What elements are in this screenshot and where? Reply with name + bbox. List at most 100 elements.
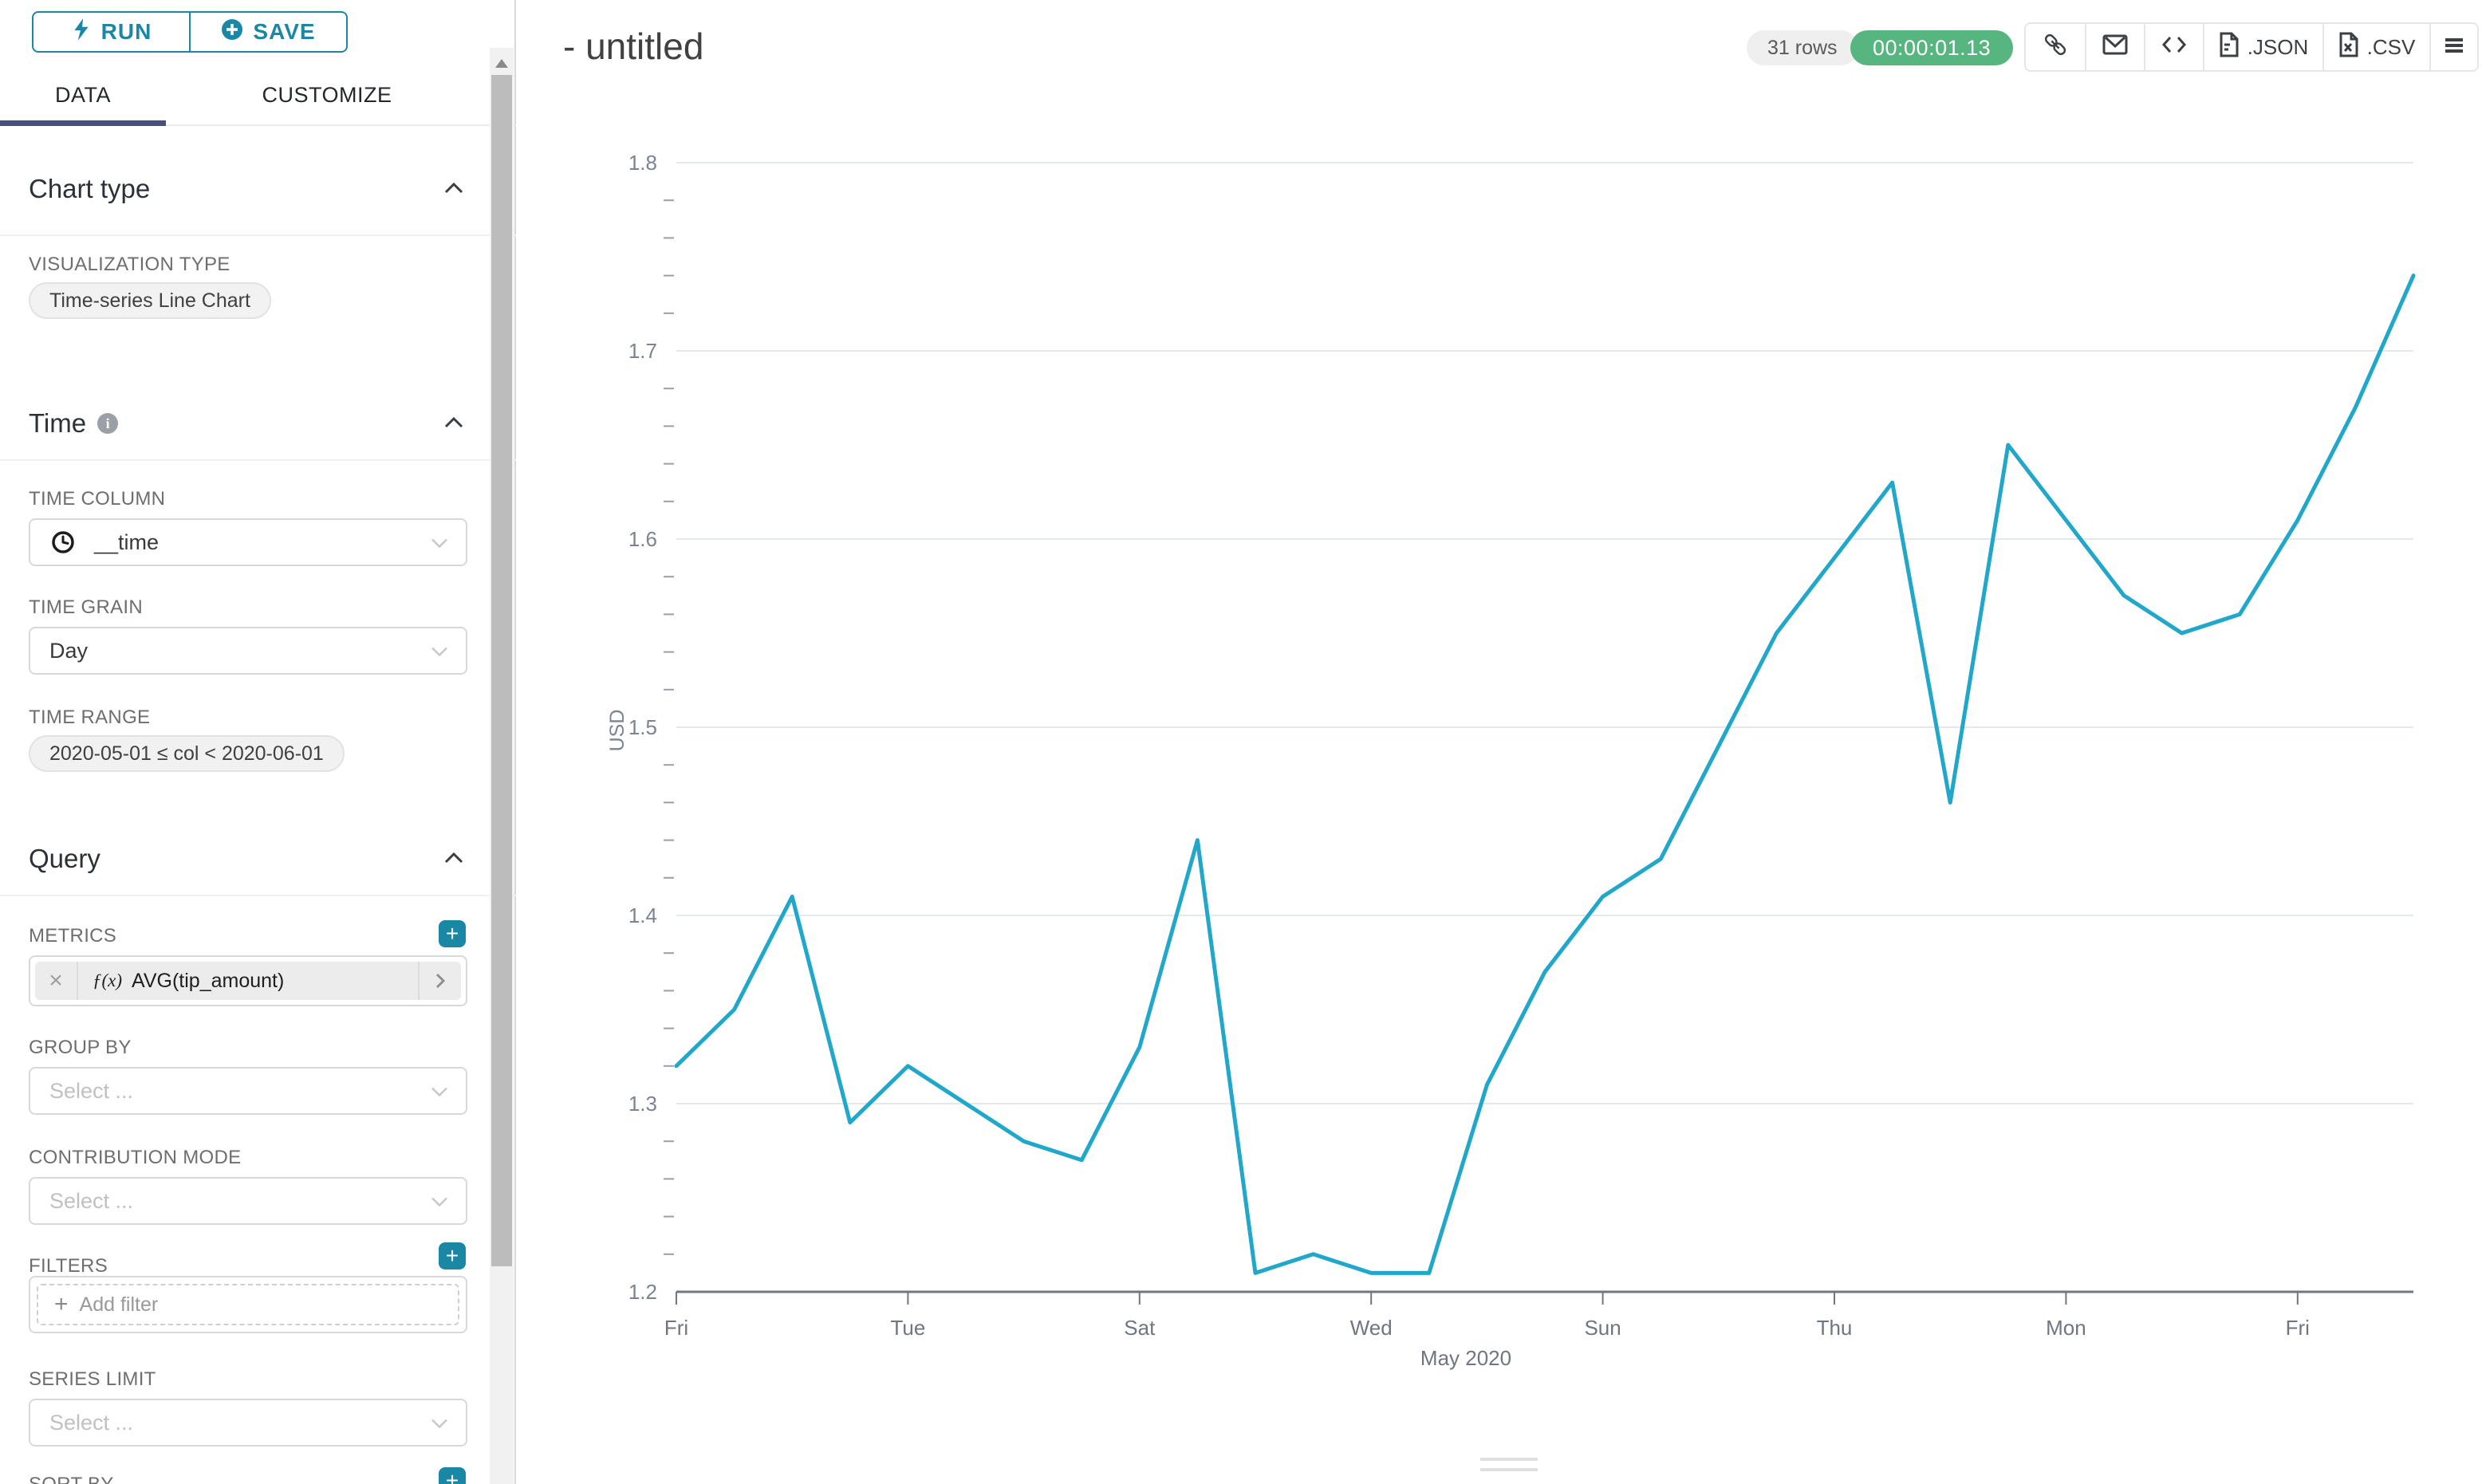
svg-text:Fri: Fri <box>664 1316 688 1340</box>
collapse-caret-icon[interactable] <box>443 852 492 868</box>
section-divider <box>0 895 516 896</box>
bolt-icon <box>71 18 92 47</box>
panel-resize-handle[interactable] <box>1480 1458 1538 1474</box>
svg-text:Mon: Mon <box>2046 1316 2086 1340</box>
add-metric-button[interactable]: + <box>439 920 466 947</box>
sidebar-scrollbar-thumb[interactable] <box>491 75 512 1266</box>
svg-text:1.7: 1.7 <box>628 339 657 363</box>
contribution-mode-label: CONTRIBUTION MODE <box>29 1147 242 1168</box>
section-divider <box>0 459 516 461</box>
metrics-label: METRICS <box>29 925 117 947</box>
series-limit-label: SERIES LIMIT <box>29 1368 156 1390</box>
tab-customize[interactable]: CUSTOMIZE <box>262 82 392 107</box>
chevron-down-icon <box>431 639 448 663</box>
sidebar-tabbar: DATA CUSTOMIZE <box>0 65 516 126</box>
remove-metric-icon[interactable]: × <box>35 962 78 1000</box>
hamburger-icon <box>2444 35 2464 60</box>
chart-type-title: Chart type <box>29 174 151 203</box>
chevron-down-icon <box>431 1411 448 1435</box>
export-csv-button[interactable]: .CSV <box>2322 24 2429 70</box>
time-column-label: TIME COLUMN <box>29 488 166 510</box>
svg-text:May 2020: May 2020 <box>1420 1346 1511 1370</box>
link-icon <box>2041 30 2070 65</box>
svg-text:1.8: 1.8 <box>628 151 657 175</box>
section-query-header: Query <box>29 844 487 874</box>
svg-text:1.5: 1.5 <box>628 715 657 739</box>
active-tab-indicator <box>0 120 166 126</box>
info-icon: i <box>97 413 119 434</box>
row-count-badge: 31 rows <box>1747 30 1858 65</box>
metric-label: AVG(tip_amount) <box>132 969 285 992</box>
envelope-icon <box>2102 34 2128 61</box>
chevron-down-icon <box>431 1079 448 1104</box>
add-filter-label: Add filter <box>79 1293 159 1316</box>
time-range-label: TIME RANGE <box>29 707 151 728</box>
export-json-button[interactable]: .JSON <box>2203 24 2322 70</box>
file-x-icon <box>2338 32 2359 63</box>
svg-text:Tue: Tue <box>890 1316 925 1340</box>
save-button-label: SAVE <box>253 19 316 44</box>
contribution-mode-select[interactable]: Select ... <box>29 1177 467 1225</box>
filters-container: + Add filter <box>29 1276 467 1333</box>
time-grain-select[interactable]: Day <box>29 627 467 675</box>
run-save-button-group: RUN SAVE <box>32 11 348 53</box>
svg-text:1.4: 1.4 <box>628 903 657 927</box>
group-by-placeholder: Select ... <box>49 1078 134 1103</box>
add-sort-by-button[interactable]: + <box>439 1467 466 1484</box>
group-by-label: GROUP BY <box>29 1037 132 1058</box>
clock-icon <box>49 529 77 556</box>
chevron-down-icon <box>431 530 448 555</box>
run-button[interactable]: RUN <box>33 13 189 51</box>
series-limit-select[interactable]: Select ... <box>29 1399 467 1447</box>
svg-text:USD: USD <box>606 710 628 752</box>
filters-label: FILTERS <box>29 1255 108 1277</box>
section-chart-type-header: Chart type <box>29 174 487 204</box>
metrics-container: × ƒ(x) AVG(tip_amount) <box>29 955 467 1006</box>
svg-text:Wed: Wed <box>1350 1316 1393 1340</box>
svg-text:Fri: Fri <box>2286 1316 2310 1340</box>
sort-by-label: SORT BY <box>29 1474 114 1484</box>
query-timer-badge: 00:00:01.13 <box>1850 30 2014 65</box>
email-button[interactable] <box>2085 24 2144 70</box>
metric-pill[interactable]: × ƒ(x) AVG(tip_amount) <box>35 962 461 1000</box>
metric-expand-chevron-icon[interactable] <box>418 962 461 1000</box>
more-options-button[interactable] <box>2429 24 2477 70</box>
visualization-type-pill[interactable]: Time-series Line Chart <box>29 282 271 319</box>
time-column-select[interactable]: __time <box>29 518 467 566</box>
fx-icon: ƒ(x) <box>93 970 123 990</box>
collapse-caret-icon[interactable] <box>443 416 492 433</box>
group-by-select[interactable]: Select ... <box>29 1067 467 1115</box>
export-csv-label: .CSV <box>2366 34 2416 59</box>
metric-main[interactable]: ƒ(x) AVG(tip_amount) <box>78 970 418 993</box>
svg-text:Sun: Sun <box>1584 1316 1621 1340</box>
plus-circle-icon <box>221 18 243 46</box>
svg-text:1.3: 1.3 <box>628 1092 657 1116</box>
embed-code-button[interactable] <box>2144 24 2203 70</box>
collapse-caret-icon[interactable] <box>443 182 492 199</box>
time-title: Time <box>29 408 87 438</box>
code-icon <box>2161 35 2187 60</box>
contribution-mode-placeholder: Select ... <box>49 1188 134 1213</box>
add-filter-dropzone[interactable]: + Add filter <box>37 1284 459 1325</box>
time-column-value: __time <box>94 529 160 554</box>
add-filter-plus-button[interactable]: + <box>439 1242 466 1269</box>
chart-action-toolbar: .JSON .CSV <box>2024 22 2479 72</box>
file-icon <box>2219 32 2240 63</box>
svg-text:1.6: 1.6 <box>628 527 657 551</box>
chevron-down-icon <box>431 1189 448 1214</box>
svg-text:Sat: Sat <box>1124 1316 1156 1340</box>
scrollbar-up-arrow-icon[interactable] <box>495 59 508 68</box>
query-title: Query <box>29 844 100 873</box>
time-range-pill[interactable]: 2020-05-01 ≤ col < 2020-06-01 <box>29 735 345 772</box>
chart-title[interactable]: - untitled <box>563 26 704 67</box>
section-time-header: Time i <box>29 408 487 439</box>
tab-data[interactable]: DATA <box>54 82 111 107</box>
export-json-label: .JSON <box>2247 34 2309 59</box>
section-divider <box>0 234 516 236</box>
run-button-label: RUN <box>100 19 152 44</box>
explore-control-panel: RUN SAVE DATA CUSTOMIZE Chart type VISUA… <box>0 0 516 1484</box>
share-link-button[interactable] <box>2026 24 2085 70</box>
save-button[interactable]: SAVE <box>189 13 346 51</box>
plus-icon: + <box>54 1291 69 1317</box>
series-limit-placeholder: Select ... <box>49 1410 134 1435</box>
